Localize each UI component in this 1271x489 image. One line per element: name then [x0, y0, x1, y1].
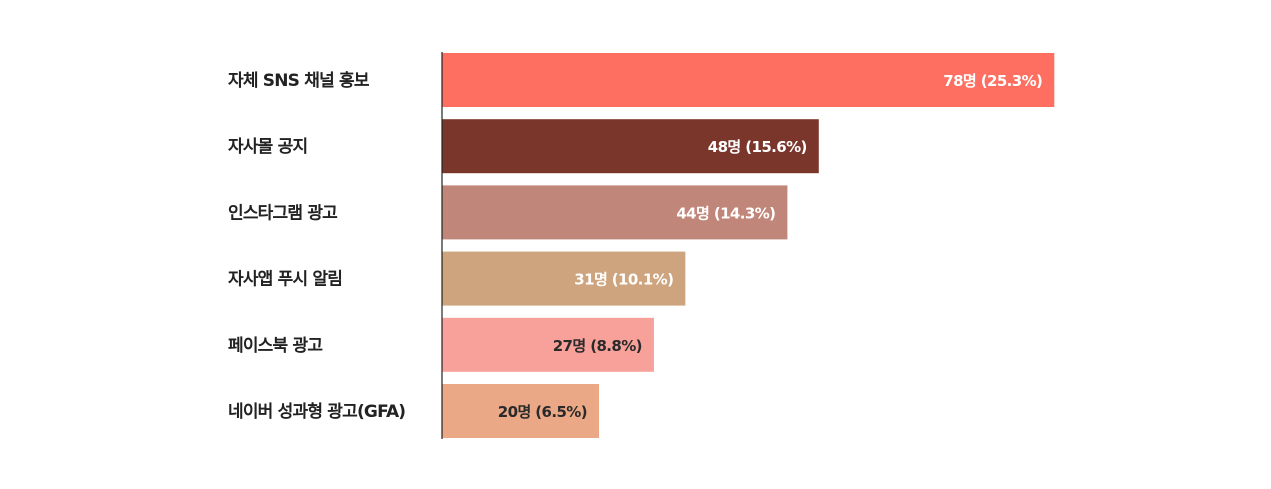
bar — [442, 317, 654, 372]
category-label: 자사앱 푸시 알림 — [228, 269, 342, 290]
bar — [442, 53, 1055, 107]
data-label: 44명 (14.3%) — [676, 204, 775, 222]
category-label: 자체 SNS 채널 홍보 — [228, 70, 370, 91]
data-label: 27명 (8.8%) — [553, 337, 642, 355]
category-label: 인스타그램 광고 — [228, 203, 338, 223]
category-label: 네이버 성과형 광고(GFA) — [228, 401, 405, 422]
category-label: 자사몰 공지 — [228, 137, 307, 157]
bar — [442, 119, 819, 174]
bar — [442, 185, 788, 240]
data-label: 78명 (25.3%) — [943, 72, 1042, 90]
category-label: 페이스북 광고 — [228, 336, 323, 356]
bar — [442, 384, 599, 438]
data-label: 31명 (10.1%) — [574, 271, 673, 289]
data-label: 48명 (15.6%) — [708, 138, 807, 156]
bar — [442, 251, 686, 306]
data-label: 20명 (6.5%) — [498, 403, 587, 421]
